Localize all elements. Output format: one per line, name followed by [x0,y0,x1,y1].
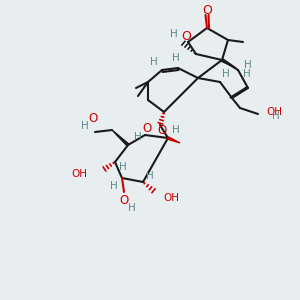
Text: OH: OH [266,107,282,117]
Text: H: H [222,69,230,79]
Text: OH: OH [163,193,179,203]
Text: H: H [81,121,89,131]
Polygon shape [221,59,236,68]
Text: H: H [134,132,142,142]
Text: H: H [150,57,158,67]
Text: H: H [170,29,178,39]
Text: H: H [110,181,118,191]
Text: O: O [158,124,166,137]
Text: H: H [119,162,127,172]
Text: O: O [88,112,98,124]
Text: H: H [172,53,180,63]
Polygon shape [167,137,180,143]
Text: O: O [142,122,152,134]
Text: O: O [181,29,191,43]
Text: H: H [244,60,252,70]
Text: H: H [243,69,251,79]
Text: H: H [128,203,136,213]
Text: H: H [272,111,280,121]
Text: O: O [202,4,212,16]
Text: OH: OH [71,169,87,179]
Text: H: H [146,171,154,181]
Text: O: O [119,194,129,206]
Text: H: H [172,125,180,135]
Polygon shape [112,130,129,146]
